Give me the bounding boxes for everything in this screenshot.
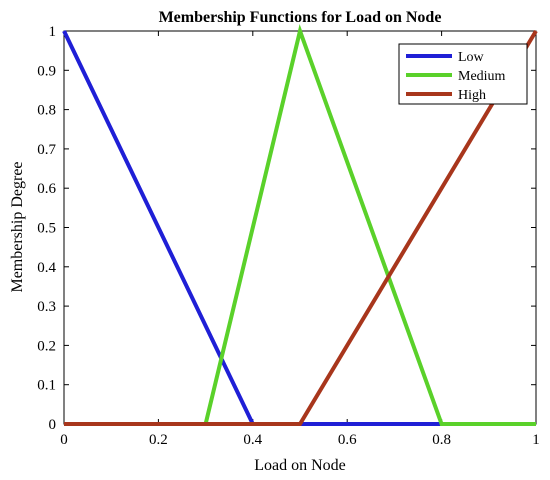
- y-tick-label: 0.5: [37, 221, 56, 237]
- chart-title: Membership Functions for Load on Node: [159, 9, 442, 26]
- x-tick-label: 0.4: [243, 432, 262, 448]
- y-tick-label: 0.8: [37, 103, 56, 119]
- plot-area: 0 0.1 0.2 0.3 0.4 0.5 0.6 0.7 0.8 0.9 1 0 0.2 0.4 0.6…: [37, 24, 540, 448]
- y-tick-label: 0.2: [37, 338, 56, 354]
- legend-label-medium: Medium: [458, 69, 506, 84]
- legend: Low Medium High: [398, 43, 528, 105]
- y-tick-label: 0.4: [37, 260, 56, 276]
- series-line-high: [64, 29, 538, 426]
- series-lines: [62, 24, 538, 426]
- x-tick-label: 0.8: [432, 432, 451, 448]
- x-tick-label: 0: [60, 432, 68, 448]
- y-tick-label: 1: [49, 24, 57, 40]
- y-tick-label: 0.6: [37, 181, 56, 197]
- y-tick-label: 0.7: [37, 142, 56, 158]
- x-tick-label: 0.2: [149, 432, 168, 448]
- y-tick-label: 0.3: [37, 299, 56, 315]
- y-tick-label: 0.1: [37, 378, 56, 394]
- y-axis-label: Membership Degree: [9, 161, 26, 292]
- y-axis: 0 0.1 0.2 0.3 0.4 0.5 0.6 0.7 0.8 0.9 1: [37, 24, 536, 433]
- legend-label-low: Low: [458, 50, 485, 65]
- x-axis-label: Load on Node: [254, 457, 346, 474]
- y-tick-label: 0: [49, 417, 57, 433]
- x-tick-label: 0.6: [338, 432, 357, 448]
- x-axis: 0 0.2 0.4 0.6 0.8 1: [60, 31, 540, 448]
- legend-label-high: High: [458, 88, 486, 103]
- y-tick-label: 0.9: [37, 63, 56, 79]
- x-tick-label: 1: [532, 432, 540, 448]
